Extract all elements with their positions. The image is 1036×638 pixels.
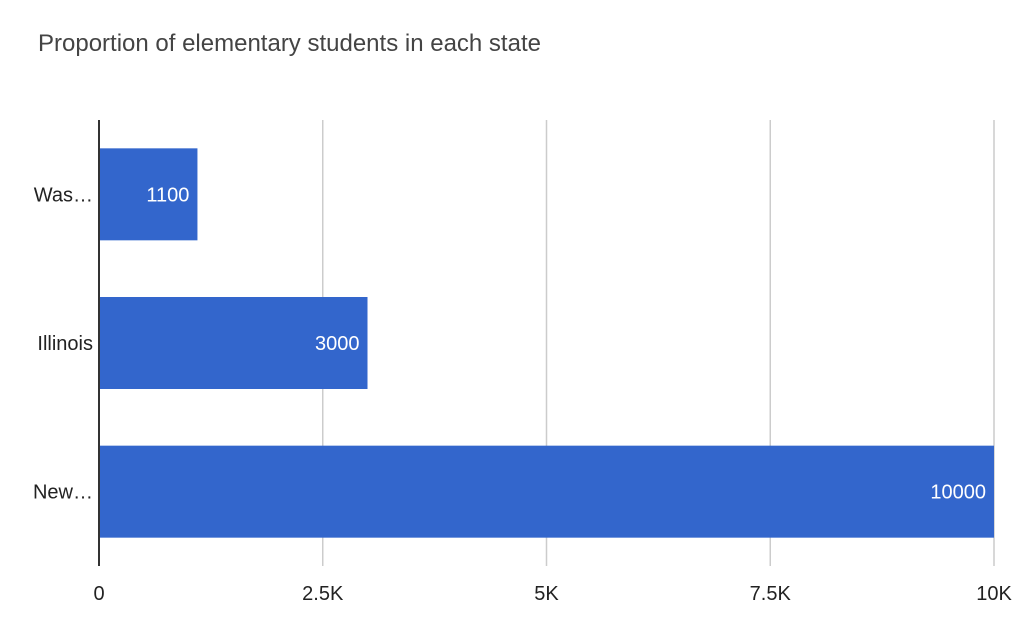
category-label: Was… <box>34 184 93 206</box>
x-tick-label: 0 <box>93 583 104 605</box>
chart-title: Proportion of elementary students in eac… <box>38 30 541 57</box>
category-label: New… <box>33 482 93 504</box>
bar <box>99 445 994 538</box>
x-tick-labels: 0 2.5K 5K 7.5K 10K <box>93 583 1012 605</box>
category-label: Illinois <box>37 333 93 355</box>
x-tick-label: 10K <box>976 583 1012 605</box>
bar <box>99 148 198 241</box>
bars <box>99 148 994 538</box>
bar <box>99 297 368 389</box>
x-tick-label: 2.5K <box>302 583 344 605</box>
bar-data-label: 3000 <box>315 333 360 355</box>
x-tick-label: 7.5K <box>750 583 792 605</box>
x-tick-label: 5K <box>534 583 559 605</box>
bar-data-label: 1100 <box>146 184 189 206</box>
category-labels: Was… Illinois New… <box>33 184 93 503</box>
bar-data-labels: 1100 3000 10000 <box>146 184 986 503</box>
bar-data-label: 10000 <box>930 482 986 504</box>
